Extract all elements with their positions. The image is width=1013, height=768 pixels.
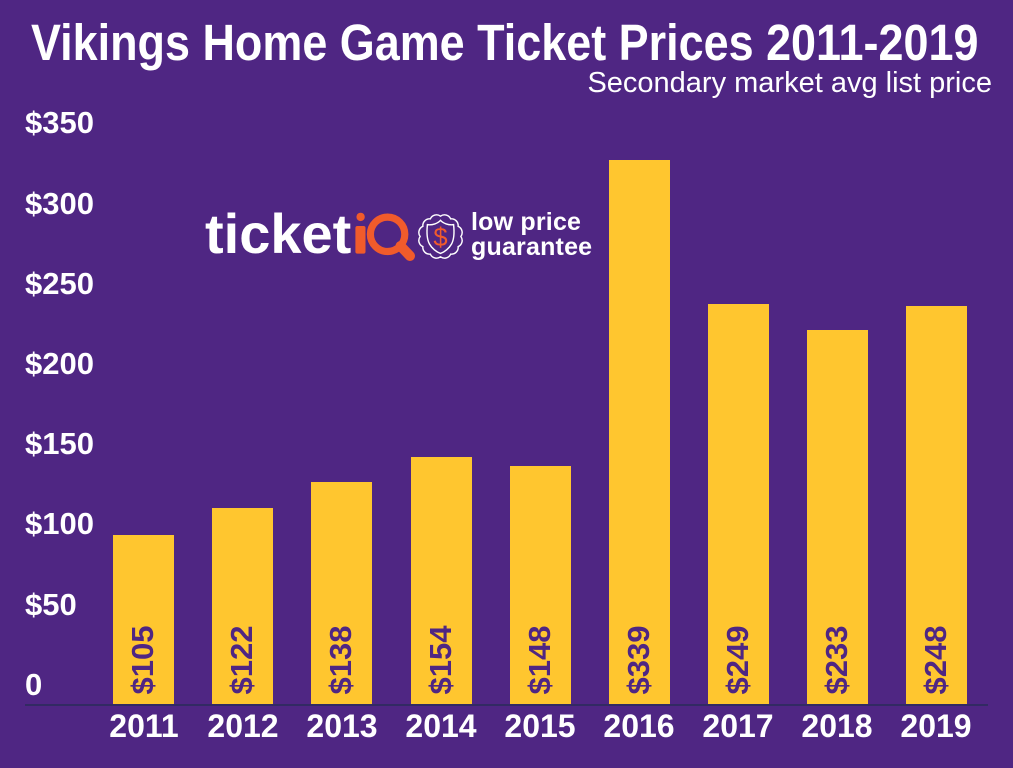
svg-text:$: $ xyxy=(433,224,447,252)
